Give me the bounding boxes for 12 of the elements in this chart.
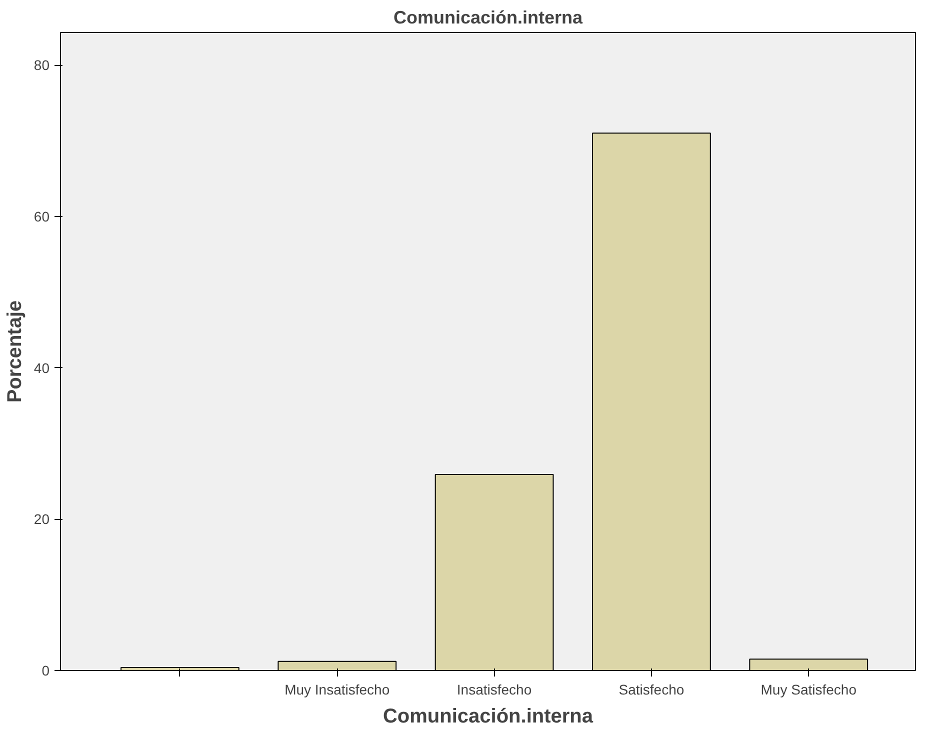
y-axis-title: Porcentaje xyxy=(4,300,26,403)
x-axis-title: Comunicación.interna xyxy=(382,706,594,728)
x-tick-label: Muy Insatisfecho xyxy=(284,682,390,698)
y-tick-label: 80 xyxy=(34,57,50,74)
chart-title: Comunicación.interna xyxy=(393,8,584,28)
y-tick-label: 0 xyxy=(42,662,50,678)
y-tick-label: 20 xyxy=(34,511,50,528)
x-tick-label: Satisfecho xyxy=(618,682,684,698)
y-tick-label: 40 xyxy=(34,360,50,376)
x-tick-label: Insatisfecho xyxy=(456,682,532,698)
x-tick-label: Muy Satisfecho xyxy=(760,682,857,698)
y-tick-label: 60 xyxy=(34,208,50,224)
